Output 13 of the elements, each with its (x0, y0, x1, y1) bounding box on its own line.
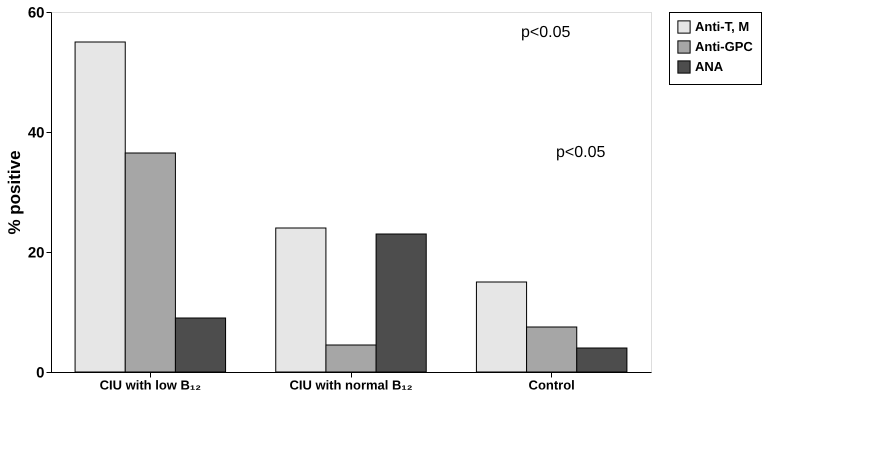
x-tick-label: CIU with low B₁₂ (100, 378, 202, 392)
y-tick-label: 40 (28, 124, 44, 142)
y-axis-title: % positive (4, 150, 24, 235)
legend-label: ANA (695, 59, 724, 74)
x-tick-label: Control (528, 378, 575, 392)
legend-label: Anti-T, M (695, 19, 750, 34)
x-tick-label: CIU with normal B₁₂ (289, 378, 413, 392)
y-tick-label: 0 (36, 364, 44, 382)
y-tick-label: 60 (28, 4, 44, 22)
y-tick-label: 20 (28, 244, 44, 262)
annotation: p<0.05 (556, 144, 606, 161)
annotation: p<0.05 (521, 24, 570, 41)
legend-label: Anti-GPC (695, 39, 754, 54)
